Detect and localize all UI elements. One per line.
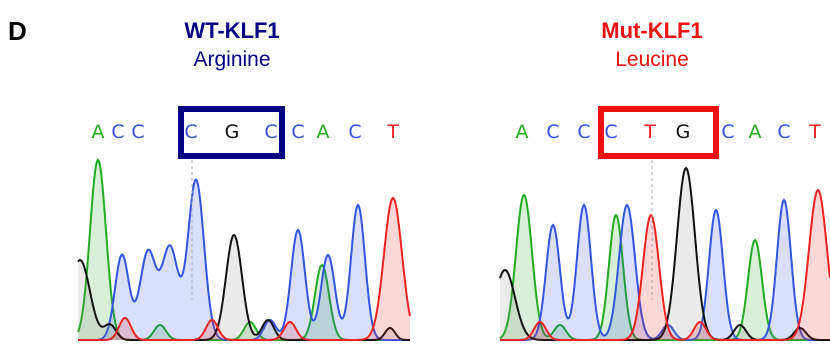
- base-call: C: [777, 121, 790, 143]
- figure: D WT-KLF1 Arginine Mut-KLF1 Leucine ACCC…: [0, 0, 830, 341]
- base-call: C: [131, 121, 144, 143]
- base-call: C: [721, 121, 734, 143]
- chromatograms: [78, 160, 830, 340]
- panel-title: WT-KLF1: [184, 18, 279, 43]
- base-call: C: [577, 121, 590, 143]
- base-call: T: [643, 121, 656, 143]
- base-call: C: [264, 121, 277, 143]
- base-call: C: [291, 121, 304, 143]
- panel-subtitle: Leucine: [615, 48, 689, 71]
- base-call: A: [516, 121, 529, 143]
- base-call: A: [317, 121, 330, 143]
- panel-title: Mut-KLF1: [601, 18, 702, 43]
- base-call: G: [676, 121, 691, 143]
- base-call: C: [111, 121, 124, 143]
- base-call: T: [808, 121, 821, 143]
- base-call: C: [546, 121, 559, 143]
- base-call: T: [386, 121, 399, 143]
- panel-label: D: [8, 16, 27, 46]
- base-call: C: [604, 121, 617, 143]
- codon-box: [601, 109, 716, 156]
- base-call: G: [225, 121, 240, 143]
- base-call: C: [348, 121, 361, 143]
- base-call: C: [184, 121, 197, 143]
- panel-subtitle: Arginine: [193, 48, 270, 71]
- base-call: A: [749, 121, 762, 143]
- base-call: A: [92, 121, 105, 143]
